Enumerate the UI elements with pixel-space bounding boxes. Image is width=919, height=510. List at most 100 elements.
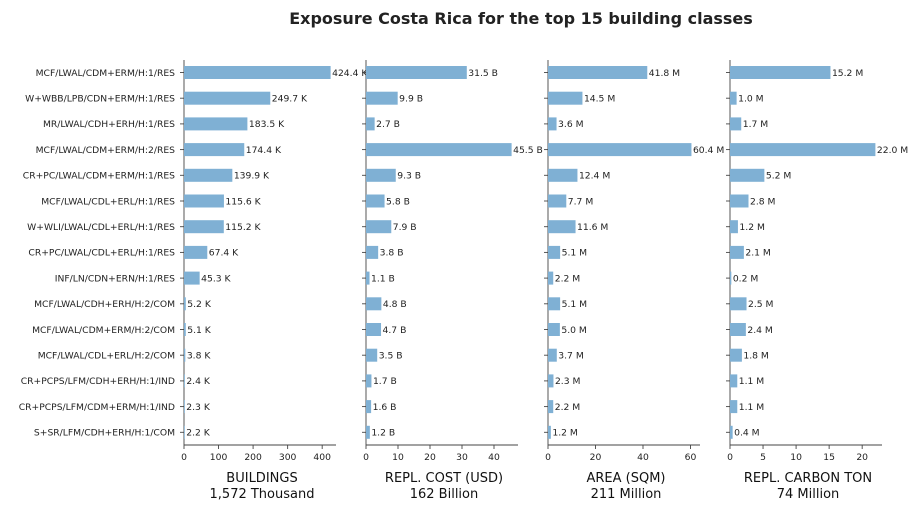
x-tick-label: 0 — [363, 452, 369, 463]
bar — [730, 297, 747, 311]
bar-value-label: 4.8 B — [383, 299, 407, 310]
bar-value-label: 2.1 M — [745, 248, 771, 259]
category-label: CR+PC/LWAL/CDL+ERL/H:1/RES — [28, 248, 175, 259]
bar — [730, 168, 765, 182]
bar — [548, 143, 692, 157]
bar-value-label: 4.7 B — [383, 325, 407, 336]
bar — [730, 348, 742, 362]
bar-value-label: 1.8 M — [743, 351, 769, 362]
bar-value-label: 9.3 B — [397, 171, 421, 182]
panel-4: 0 5 10 15 20 15.2 M 1.0 M 1.7 M 22.0 M 5.2 M 2.8 M… — [726, 60, 908, 502]
bar-value-label: 45.3 K — [201, 273, 231, 284]
category-label: W+WBB/LPB/CDN+ERM/H:1/RES — [25, 94, 175, 105]
x-tick-label: 15 — [823, 452, 835, 463]
bar — [548, 323, 560, 336]
bar-value-label: 1.2 M — [739, 222, 765, 233]
bar — [548, 400, 554, 414]
bar-value-label: 5.1 K — [187, 325, 212, 336]
panel-2: 0 10 20 30 40 31.5 B 9.9 B 2.7 B 45.5 B 9.3 B 5.8 … — [362, 60, 543, 502]
bar — [730, 220, 738, 234]
x-axis-label: REPL. CARBON TON — [744, 471, 872, 486]
bar — [366, 66, 467, 79]
bar-value-label: 0.4 M — [734, 428, 760, 439]
bar-value-label: 60.4 M — [693, 145, 724, 156]
bar — [548, 220, 576, 234]
bar-value-label: 2.3 M — [555, 376, 581, 387]
x-tick-label: 60 — [685, 452, 697, 463]
x-axis-total-label: 74 Million — [777, 487, 840, 502]
x-tick-label: 200 — [244, 452, 262, 463]
bar-value-label: 1.2 M — [552, 428, 578, 439]
bar-value-label: 41.8 M — [649, 68, 680, 79]
bar — [366, 271, 370, 285]
bar — [730, 323, 746, 336]
x-axis-label: REPL. COST (USD) — [385, 471, 503, 486]
bar-value-label: 45.5 B — [513, 145, 543, 156]
category-label: S+SR/LFM/CDH+ERH/H:1/COM — [34, 428, 175, 439]
bar-value-label: 22.0 M — [877, 145, 908, 156]
x-axis-label: AREA (SQM) — [586, 471, 665, 486]
bar — [184, 194, 224, 208]
bar-value-label: 2.8 M — [750, 196, 776, 207]
bar — [366, 297, 382, 311]
chart-title: Exposure Costa Rica for the top 15 build… — [289, 9, 753, 28]
x-axis-label: BUILDINGS — [226, 471, 297, 486]
category-label: MCF/LWAL/CDL+ERL/H:1/RES — [41, 196, 175, 207]
bar — [184, 348, 186, 362]
bar-value-label: 15.2 M — [832, 68, 863, 79]
bar-value-label: 1.6 B — [373, 402, 397, 413]
bar — [184, 297, 186, 311]
bar-value-label: 1.1 B — [371, 273, 395, 284]
bar-value-label: 2.4 K — [186, 376, 211, 387]
bar — [366, 143, 512, 157]
chart-panels: MCF/LWAL/CDM+ERM/H:1/RES W+WBB/LPB/CDN+ER… — [19, 60, 908, 502]
bar-value-label: 115.6 K — [225, 196, 261, 207]
bar — [548, 91, 583, 105]
bar-value-label: 7.7 M — [568, 196, 594, 207]
bar — [184, 271, 200, 285]
bar-value-label: 31.5 B — [468, 68, 498, 79]
bar — [184, 323, 186, 336]
panel-3: 0 20 40 60 41.8 M 14.5 M 3.6 M 60.4 M 12.4 M 7.7 … — [544, 60, 724, 502]
bar — [366, 374, 372, 388]
x-tick-label: 20 — [856, 452, 868, 463]
bar-value-label: 12.4 M — [579, 171, 610, 182]
bar-value-label: 3.7 M — [558, 351, 584, 362]
category-label: MR/LWAL/CDH+ERH/H:1/RES — [43, 119, 175, 130]
x-tick-label: 40 — [488, 452, 500, 463]
bar — [366, 400, 372, 414]
bar — [548, 168, 578, 182]
category-label: CR+PC/LWAL/CDM+ERM/H:1/RES — [23, 171, 175, 182]
bar — [730, 271, 732, 285]
bar-value-label: 174.4 K — [246, 145, 282, 156]
bar — [184, 374, 185, 388]
bar — [548, 425, 551, 439]
bar — [730, 91, 737, 105]
x-tick-label: 0 — [181, 452, 187, 463]
bar-value-label: 5.1 M — [562, 299, 588, 310]
bar-value-label: 0.2 M — [733, 273, 759, 284]
x-tick-label: 20 — [424, 452, 436, 463]
x-tick-label: 10 — [392, 452, 404, 463]
bar — [730, 143, 876, 157]
bar-value-label: 3.5 B — [379, 351, 403, 362]
x-tick-label: 5 — [760, 452, 766, 463]
bar-value-label: 115.2 K — [225, 222, 261, 233]
bar-value-label: 14.5 M — [584, 94, 615, 105]
bar — [730, 66, 831, 79]
bar-value-label: 1.0 M — [738, 94, 764, 105]
bar-value-label: 2.2 K — [186, 428, 211, 439]
bar — [548, 194, 567, 208]
bar — [184, 425, 185, 439]
bar-value-label: 5.8 B — [386, 196, 410, 207]
bar-value-label: 7.9 B — [393, 222, 417, 233]
category-label: CR+PCPS/LFM/CDH+ERH/H:1/IND — [21, 376, 175, 387]
x-axis-total-label: 211 Million — [591, 487, 662, 502]
category-label: MCF/LWAL/CDM+ERM/H:2/COM — [32, 325, 175, 336]
bar-value-label: 5.0 M — [561, 325, 587, 336]
category-label: CR+PCPS/LFM/CDM+ERM/H:1/IND — [19, 402, 175, 413]
bar — [548, 374, 554, 388]
bar-value-label: 3.8 K — [187, 351, 212, 362]
bar — [730, 400, 738, 414]
